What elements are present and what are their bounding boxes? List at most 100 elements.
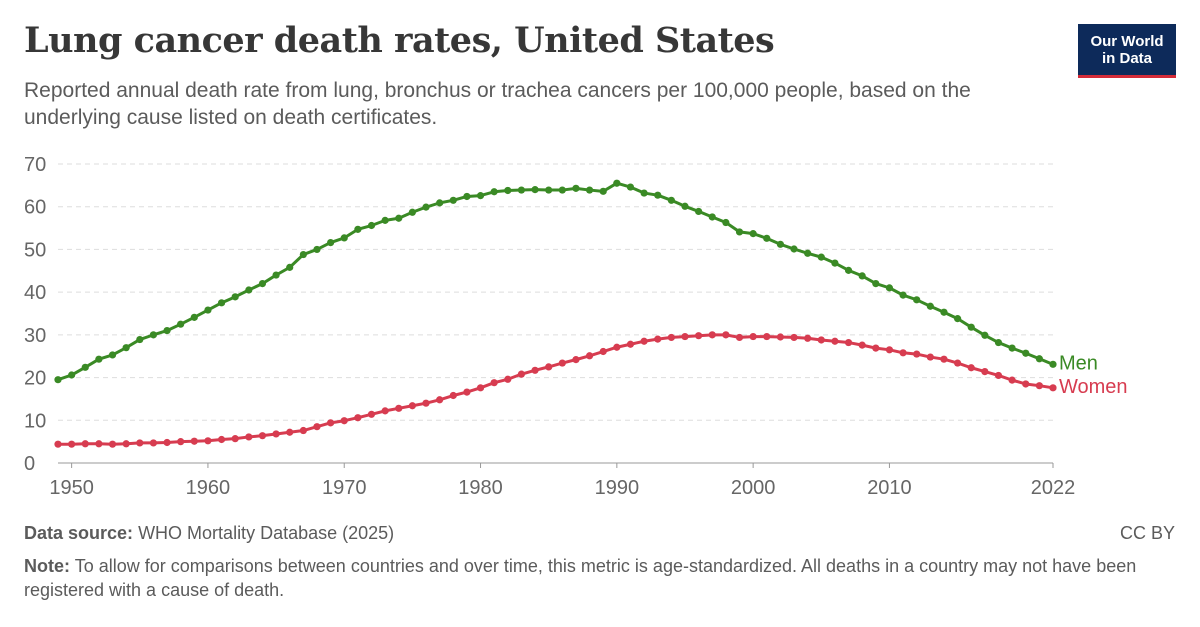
data-point-women xyxy=(476,384,485,392)
data-point-men xyxy=(299,250,307,259)
data-point-men xyxy=(149,331,158,339)
data-point-women xyxy=(940,355,948,363)
data-point-men xyxy=(1008,344,1016,352)
data-point-women xyxy=(749,332,757,341)
data-point-women xyxy=(667,333,675,342)
logo-line-1: Our World xyxy=(1090,32,1164,50)
data-point-men xyxy=(136,335,144,344)
data-point-men xyxy=(613,179,621,187)
x-tick-label: 2000 xyxy=(731,477,776,499)
data-point-women xyxy=(68,440,76,448)
data-point-women xyxy=(626,340,635,348)
data-point-men xyxy=(1035,355,1043,363)
data-point-women xyxy=(994,371,1003,380)
data-point-women xyxy=(585,352,594,360)
data-point-men xyxy=(395,214,403,222)
data-point-women xyxy=(258,432,267,440)
source-label: Data source: xyxy=(24,523,134,543)
data-point-men xyxy=(340,234,348,242)
data-point-men xyxy=(81,363,89,371)
data-point-men xyxy=(858,272,866,280)
data-point-men xyxy=(217,299,226,307)
data-point-women xyxy=(572,356,580,364)
data-point-women xyxy=(395,404,403,412)
x-tick-label: 1970 xyxy=(322,477,367,499)
data-point-women xyxy=(953,359,962,367)
data-point-men xyxy=(504,186,512,195)
data-point-women xyxy=(722,331,730,339)
data-point-women xyxy=(804,334,812,342)
data-point-men xyxy=(245,286,253,294)
data-point-men xyxy=(940,308,948,316)
note-text: To allow for comparisons between countri… xyxy=(24,556,1137,600)
data-point-women xyxy=(272,430,280,438)
y-tick-label: 60 xyxy=(24,197,46,219)
data-point-women xyxy=(695,332,703,340)
line-chart: 0 10 20 30 40 50 60 70 1950 1960 1970 1980 1990 2000 2… xyxy=(24,154,1128,499)
owid-logo[interactable]: Our World in Data xyxy=(1078,24,1176,78)
data-point-women xyxy=(926,353,934,361)
data-point-women xyxy=(831,337,839,345)
data-point-women xyxy=(136,439,144,447)
data-point-women xyxy=(1035,382,1043,390)
data-point-women xyxy=(149,439,158,447)
data-point-women xyxy=(858,341,866,349)
data-point-women xyxy=(463,388,471,396)
chart-subtitle: Reported annual death rate from lung, br… xyxy=(24,79,971,129)
license-link[interactable]: CC BY xyxy=(1119,523,1175,543)
data-point-women xyxy=(340,417,348,425)
data-point-men xyxy=(722,218,730,227)
y-tick-label: 40 xyxy=(24,282,46,304)
data-point-men xyxy=(681,202,689,210)
data-point-women xyxy=(108,440,117,448)
data-point-women xyxy=(449,391,457,400)
data-point-women xyxy=(81,440,89,448)
data-point-men xyxy=(572,184,580,192)
data-point-women xyxy=(885,346,894,354)
data-point-men xyxy=(272,271,280,279)
data-point-women xyxy=(790,333,798,342)
data-point-men xyxy=(708,213,716,221)
data-point-men xyxy=(476,192,485,200)
data-point-men xyxy=(804,249,812,257)
data-point-men xyxy=(313,245,321,254)
data-point-women xyxy=(381,407,389,415)
data-point-men xyxy=(286,263,294,271)
data-point-men xyxy=(545,186,553,194)
data-point-women xyxy=(817,336,825,344)
source-text[interactable]: WHO Mortality Database (2025) xyxy=(138,523,395,543)
data-point-women xyxy=(504,375,512,383)
data-point-women xyxy=(545,363,553,371)
data-point-men xyxy=(667,196,675,204)
data-point-men xyxy=(885,284,894,292)
data-point-women xyxy=(436,396,444,404)
data-point-men xyxy=(122,344,130,352)
data-point-men xyxy=(449,196,457,204)
data-point-men xyxy=(872,280,880,288)
x-tick-label: 1990 xyxy=(595,477,640,499)
data-point-men xyxy=(926,302,934,310)
x-tick-label: 2010 xyxy=(867,477,912,499)
data-point-men xyxy=(327,238,335,247)
data-point-women xyxy=(490,379,498,387)
data-point-men xyxy=(626,183,635,191)
data-point-men xyxy=(994,338,1003,347)
data-point-women xyxy=(913,350,921,358)
data-point-women xyxy=(654,335,662,343)
data-point-women xyxy=(763,332,771,341)
data-point-women xyxy=(708,331,716,339)
data-point-men xyxy=(408,208,416,216)
data-point-women xyxy=(1008,376,1016,384)
series-label-men: Men xyxy=(1059,352,1098,374)
data-point-women xyxy=(177,438,185,446)
data-point-women xyxy=(776,333,784,341)
data-point-women xyxy=(981,367,989,376)
data-point-men xyxy=(585,186,594,194)
data-point-women xyxy=(613,343,621,351)
data-point-women xyxy=(245,433,253,441)
data-point-women xyxy=(299,426,307,435)
data-point-men xyxy=(463,192,471,201)
data-point-men xyxy=(1022,349,1030,357)
data-point-women xyxy=(872,344,880,352)
data-point-men xyxy=(490,188,498,196)
